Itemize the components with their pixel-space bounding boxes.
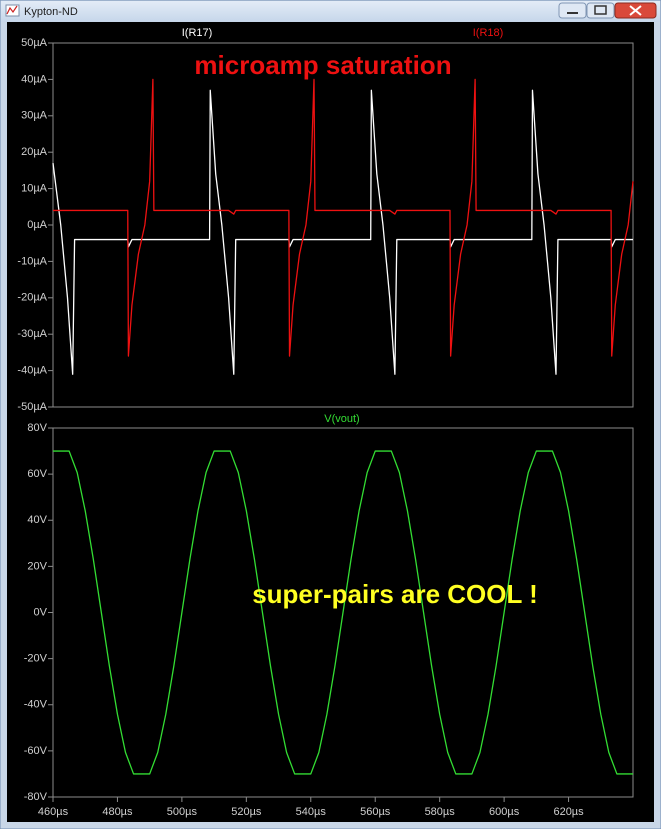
y-tick-label: -60V: [24, 745, 48, 757]
y-tick-label: 40µA: [21, 73, 48, 85]
trace-line: [53, 450, 633, 775]
legend-label: I(R18): [473, 27, 504, 39]
y-tick-label: -80V: [24, 791, 48, 803]
x-tick-label: 500µs: [167, 806, 198, 818]
annotation: super-pairs are COOL !: [252, 579, 538, 609]
x-tick-label: 600µs: [489, 806, 520, 818]
y-tick-label: -40V: [24, 699, 48, 711]
x-tick-label: 580µs: [425, 806, 456, 818]
trace-line: [53, 78, 634, 357]
y-tick-label: -50µA: [17, 401, 47, 413]
y-tick-label: 80V: [27, 422, 47, 434]
maximize-button[interactable]: [586, 2, 615, 19]
minimize-button[interactable]: [558, 2, 587, 19]
y-tick-label: -20µA: [17, 292, 47, 304]
y-tick-label: 20V: [27, 560, 47, 572]
y-tick-label: 40V: [27, 514, 47, 526]
y-tick-label: 20µA: [21, 146, 48, 158]
y-tick-label: -20V: [24, 653, 48, 665]
x-tick-label: 620µs: [553, 806, 584, 818]
x-tick-label: 460µs: [38, 806, 69, 818]
legend-label: I(R17): [182, 27, 213, 39]
y-tick-label: 30µA: [21, 110, 48, 122]
x-tick-label: 560µs: [360, 806, 391, 818]
close-button[interactable]: [614, 2, 657, 19]
app-icon: [5, 4, 20, 17]
y-tick-label: -30µA: [17, 328, 47, 340]
y-tick-label: 50µA: [21, 37, 48, 49]
trace-line: [52, 89, 633, 375]
y-tick-label: 10µA: [21, 183, 48, 195]
x-tick-label: 480µs: [102, 806, 133, 818]
legend-label: V(vout): [324, 413, 359, 425]
title-bar: [1, 1, 660, 22]
y-tick-label: -10µA: [17, 255, 47, 267]
y-tick-label: 0V: [34, 606, 48, 618]
window-title: Kypton-ND: [24, 6, 78, 18]
x-tick-label: 540µs: [296, 806, 327, 818]
y-tick-label: -40µA: [17, 365, 47, 377]
annotation: microamp saturation: [194, 50, 451, 80]
y-tick-label: 60V: [27, 468, 47, 480]
y-tick-label: 0µA: [27, 219, 47, 231]
x-tick-label: 520µs: [231, 806, 262, 818]
